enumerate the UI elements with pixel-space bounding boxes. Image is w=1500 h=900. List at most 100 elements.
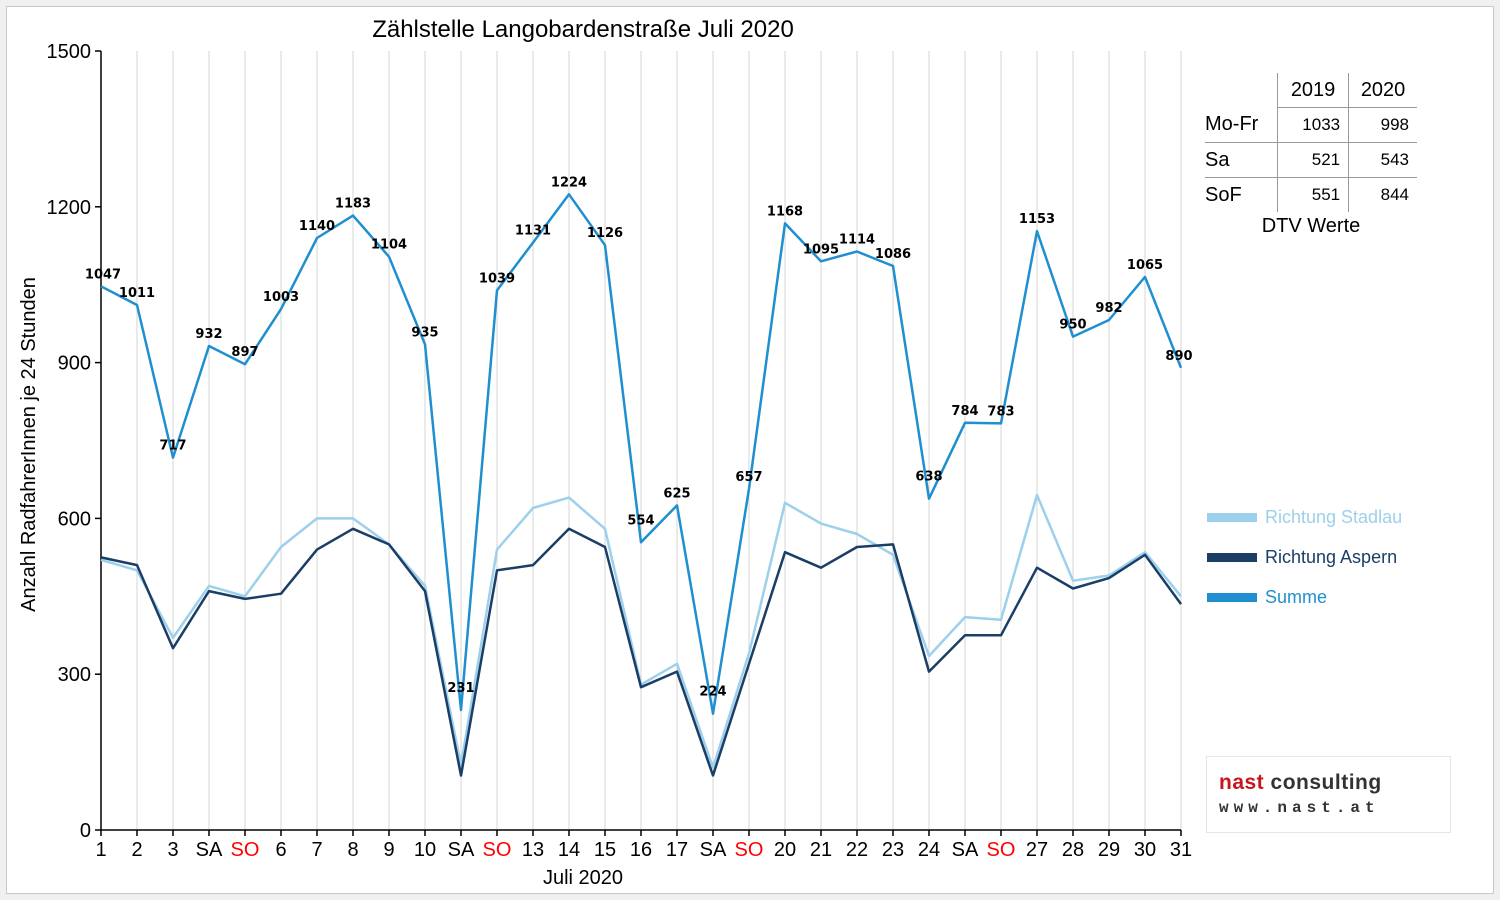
- y-axis-label: Anzahl RadfahrerInnen je 24 Stunden: [18, 277, 40, 612]
- data-label: 1003: [263, 290, 299, 305]
- x-tick-label: 24: [918, 839, 940, 861]
- dtv-value-2019: 1033: [1276, 107, 1349, 143]
- x-tick-label: 16: [630, 839, 652, 861]
- logo-brand-part1: nast: [1219, 771, 1265, 794]
- dtv-value-2020: 844: [1348, 177, 1417, 212]
- x-tick-label: 10: [414, 839, 436, 861]
- legend-item-stadlau: Richtung Stadlau: [1207, 497, 1402, 537]
- series-line-summe: [100, 193, 1183, 715]
- x-tick-label: 20: [774, 839, 796, 861]
- legend-item-summe: Summe: [1207, 577, 1402, 617]
- data-label: 1183: [335, 197, 371, 212]
- dtv-header-2019: 2019: [1276, 73, 1349, 108]
- x-tick-label: 22: [846, 839, 868, 861]
- dtv-header-row: 2019 2020: [1205, 73, 1417, 108]
- dtv-row-label: Sa: [1205, 142, 1278, 178]
- logo-url: www.nast.at: [1219, 799, 1380, 817]
- dtv-value-2020: 543: [1348, 142, 1417, 178]
- x-tick-label: 8: [347, 839, 358, 861]
- data-label: 1153: [1019, 212, 1055, 227]
- x-axis-label: Juli 2020: [543, 867, 623, 889]
- data-label: 784: [951, 404, 978, 419]
- series-line-richtung-aspern: [100, 527, 1183, 777]
- y-tick-label: 600: [58, 508, 91, 530]
- x-tick-label: 1: [95, 839, 106, 861]
- x-tick-label: 27: [1026, 839, 1048, 861]
- legend-label: Richtung Aspern: [1265, 546, 1398, 567]
- dtv-header-empty: [1205, 73, 1278, 108]
- dtv-value-2019: 551: [1276, 177, 1349, 212]
- x-tick-label: 29: [1098, 839, 1120, 861]
- x-tick-label: SO: [483, 839, 512, 861]
- x-tick-label: SO: [231, 839, 260, 861]
- logo-brand-part2: consulting: [1270, 771, 1382, 794]
- dtv-row-label: Mo-Fr: [1205, 107, 1278, 143]
- dtv-row-sof: SoF 551 844: [1205, 177, 1417, 212]
- dtv-value-2019: 521: [1276, 142, 1349, 178]
- data-label: 932: [195, 327, 222, 342]
- x-tick-label: SA: [196, 839, 223, 861]
- dtv-row-sa: Sa 521 543: [1205, 142, 1417, 178]
- x-tick-label: 2: [131, 839, 142, 861]
- data-label: 1104: [371, 238, 407, 253]
- x-tick-label: 31: [1170, 839, 1192, 861]
- x-tick-label: SA: [952, 839, 979, 861]
- data-label: 717: [159, 439, 186, 454]
- x-tick-label: 15: [594, 839, 616, 861]
- dtv-table: 2019 2020 Mo-Fr 1033 998 Sa 521 543 SoF …: [1205, 73, 1417, 212]
- data-label: 1039: [479, 271, 515, 286]
- legend-item-aspern: Richtung Aspern: [1207, 537, 1402, 577]
- data-label: 1114: [839, 232, 875, 247]
- x-tick-label: 17: [666, 839, 688, 861]
- legend-swatch: [1207, 552, 1257, 562]
- x-tick-label: SO: [987, 839, 1016, 861]
- data-label: 1168: [767, 204, 803, 219]
- chart-title: Zählstelle Langobardenstraße Juli 2020: [372, 16, 794, 43]
- x-tick-label: 7: [311, 839, 322, 861]
- x-tick-label: SO: [735, 839, 764, 861]
- y-tick-label: 1200: [47, 197, 92, 219]
- data-label: 890: [1165, 349, 1192, 364]
- data-label: 224: [699, 685, 726, 700]
- dtv-row-mofr: Mo-Fr 1033 998: [1205, 107, 1417, 143]
- x-tick-label: 6: [275, 839, 286, 861]
- x-tick-label: 28: [1062, 839, 1084, 861]
- data-label: 1224: [551, 175, 587, 190]
- data-label: 982: [1095, 301, 1122, 316]
- data-label: 950: [1059, 318, 1086, 333]
- x-tick-label: 21: [810, 839, 832, 861]
- data-label: 897: [231, 345, 258, 360]
- legend-swatch: [1207, 512, 1257, 522]
- legend-label: Summe: [1265, 586, 1328, 607]
- chart-legend: Richtung Stadlau Richtung Aspern Summe: [1207, 497, 1402, 617]
- y-tick-label: 1500: [47, 41, 92, 63]
- data-label: 935: [411, 325, 438, 340]
- data-label: 231: [447, 681, 474, 696]
- data-label: 1140: [299, 219, 335, 234]
- x-tick-label: 14: [558, 839, 580, 861]
- legend-label: Richtung Stadlau: [1265, 506, 1403, 527]
- data-label: 657: [735, 470, 762, 485]
- dtv-header-2020: 2020: [1348, 73, 1417, 108]
- logo-brand: nast consulting: [1219, 771, 1382, 795]
- x-tick-label: 30: [1134, 839, 1156, 861]
- data-label: 1086: [875, 247, 911, 262]
- x-tick-label: 9: [383, 839, 394, 861]
- data-label: 1095: [803, 242, 839, 257]
- y-tick-label: 0: [80, 820, 91, 842]
- data-label: 1131: [515, 224, 551, 239]
- x-tick-label: 13: [522, 839, 544, 861]
- nast-consulting-logo: nast consulting www.nast.at: [1207, 757, 1450, 832]
- x-tick-label: 3: [167, 839, 178, 861]
- data-label: 1047: [85, 267, 121, 282]
- data-label: 1065: [1127, 258, 1163, 273]
- legend-swatch: [1207, 592, 1257, 602]
- y-tick-label: 300: [58, 664, 91, 686]
- data-label: 783: [987, 404, 1014, 419]
- data-label: 1126: [587, 226, 623, 241]
- data-label: 625: [663, 486, 690, 501]
- dtv-row-label: SoF: [1205, 183, 1242, 206]
- data-label: 638: [915, 470, 942, 485]
- data-label: 554: [627, 513, 654, 528]
